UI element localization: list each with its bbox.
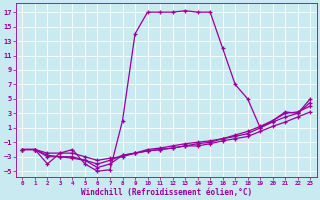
- X-axis label: Windchill (Refroidissement éolien,°C): Windchill (Refroidissement éolien,°C): [81, 188, 252, 197]
